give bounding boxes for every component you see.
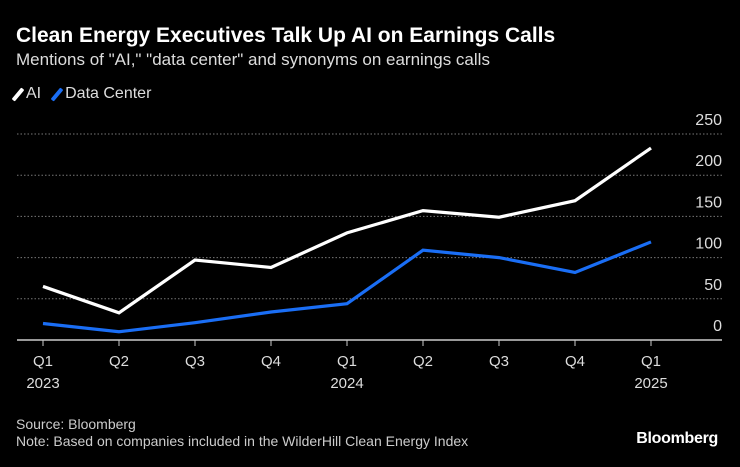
x-tick-label: Q1 — [337, 353, 357, 370]
bloomberg-logo: Bloomberg — [636, 430, 718, 447]
x-tick-label: Q4 — [261, 353, 281, 370]
y-tick-label: 250 — [695, 112, 722, 129]
legend: AI Data Center — [11, 85, 152, 103]
x-tick-label: Q2 — [109, 353, 129, 370]
y-tick-label: 0 — [713, 318, 722, 335]
legend-item-data-center: Data Center — [50, 85, 152, 103]
legend-item-ai: AI — [11, 85, 42, 103]
x-tick-year-label: 2025 — [634, 375, 667, 392]
chart-subtitle: Mentions of "AI," "data center" and syno… — [16, 50, 490, 69]
y-tick-label: 200 — [695, 153, 722, 170]
x-tick-label: Q4 — [565, 353, 585, 370]
x-tick-label: Q1 — [33, 353, 53, 370]
x-tick-label: Q1 — [641, 353, 661, 370]
y-tick-label: 150 — [695, 194, 722, 211]
y-tick-label: 100 — [695, 236, 722, 253]
series-line-ai — [42, 146, 652, 315]
legend-label-data-center: Data Center — [65, 85, 152, 102]
source-note: Source: Bloomberg — [16, 416, 136, 432]
footnote: Note: Based on companies included in the… — [16, 433, 469, 449]
legend-label-ai: AI — [26, 85, 42, 102]
x-tick-label: Q3 — [185, 353, 205, 370]
x-tick-year-label: 2024 — [330, 375, 363, 392]
x-tick-label: Q3 — [489, 353, 509, 370]
x-tick-year-label: 2023 — [26, 375, 59, 392]
x-tick-label: Q2 — [413, 353, 433, 370]
chart-title: Clean Energy Executives Talk Up AI on Ea… — [16, 24, 556, 47]
series-line-data-center — [42, 240, 652, 334]
y-tick-label: 50 — [704, 277, 722, 294]
